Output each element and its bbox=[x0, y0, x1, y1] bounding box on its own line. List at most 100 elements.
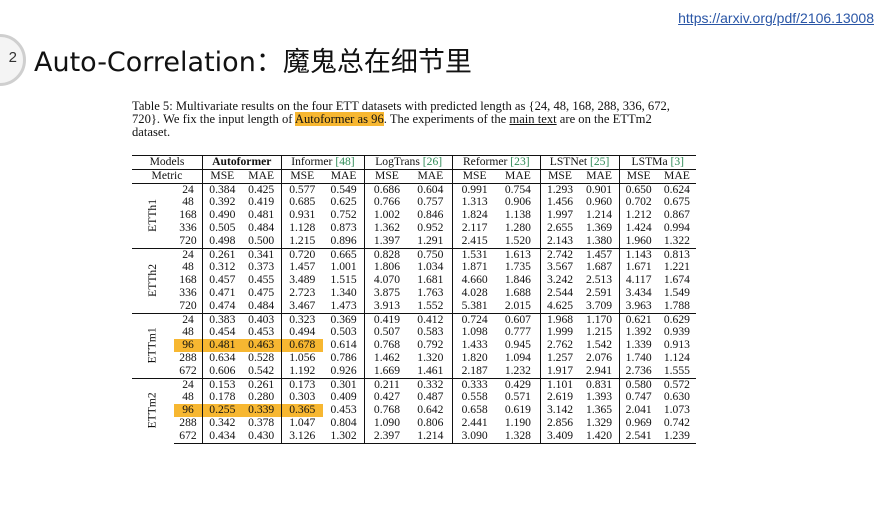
metric-value: 2.856 bbox=[546, 415, 574, 429]
metric-value: 3.090 bbox=[452, 429, 497, 444]
model-citation[interactable]: [23] bbox=[510, 155, 530, 168]
metric-value: 0.412 bbox=[408, 312, 454, 327]
pred-length: 48 bbox=[174, 326, 203, 340]
metric-value: 1.999 bbox=[546, 325, 574, 339]
table-row: 48 0.392 0.419 0.685 0.625 0.766 0.757 1.313 0.9… bbox=[132, 195, 696, 210]
metric-value: 0.604 bbox=[408, 182, 454, 197]
metric-value: 0.490 bbox=[209, 208, 236, 222]
metric-value: 1.393 bbox=[579, 391, 620, 405]
metric-value: 0.342 bbox=[209, 415, 236, 429]
metric-value: 4.028 bbox=[461, 285, 488, 299]
pred-length: 336 bbox=[174, 286, 203, 300]
model-citation[interactable]: [3] bbox=[670, 155, 685, 168]
metric-value: 1.531 bbox=[452, 247, 497, 262]
metric-value: 3.875 bbox=[373, 285, 400, 299]
dataset-name: ETTm1 bbox=[145, 327, 159, 364]
metric-value: 4.625 bbox=[546, 298, 574, 312]
model-citation[interactable]: [25] bbox=[590, 155, 610, 168]
metric-value: 3.467 bbox=[289, 298, 316, 312]
source-url-link[interactable]: https://arxiv.org/pdf/2106.13008 bbox=[678, 10, 874, 26]
metric-value: 1.291 bbox=[408, 234, 454, 249]
metric-value: 1.257 bbox=[546, 350, 574, 364]
metric-value: 0.484 bbox=[241, 221, 282, 235]
metric-value: 1.688 bbox=[496, 286, 541, 300]
metric-value: 0.614 bbox=[322, 338, 366, 352]
metric-value: 1.034 bbox=[408, 261, 454, 275]
metric-value: 1.098 bbox=[461, 325, 488, 339]
metric-value: 2.736 bbox=[625, 363, 652, 377]
metric-value: 0.494 bbox=[289, 325, 316, 339]
metric-value: 0.463 bbox=[241, 338, 282, 352]
model-citation[interactable]: [48] bbox=[335, 155, 355, 168]
model-name: LogTrans bbox=[375, 155, 423, 168]
dataset-label: ETTh2 bbox=[132, 247, 175, 314]
metric-value: 0.806 bbox=[408, 416, 454, 430]
metric-value: 0.474 bbox=[209, 298, 236, 312]
metric-value: 0.766 bbox=[373, 195, 400, 209]
metric-value: 0.896 bbox=[322, 234, 366, 249]
metric-value: 0.341 bbox=[241, 247, 282, 262]
metric-value: 0.339 bbox=[241, 403, 282, 417]
metric-value: 1.128 bbox=[289, 220, 316, 234]
metric-value: 1.669 bbox=[373, 363, 400, 377]
table-row: 48 0.312 0.373 1.457 1.001 1.806 1.034 1.871 1.7… bbox=[132, 260, 696, 275]
caption-text: are on the ETTm2 dataset. bbox=[132, 112, 652, 139]
table-row: 288 0.342 0.378 1.047 0.804 1.090 0.806 2.441 1.… bbox=[132, 415, 696, 430]
metric-value: 1.215 bbox=[579, 326, 620, 340]
metric-value: 2.941 bbox=[579, 364, 620, 379]
metric-value: 0.211 bbox=[364, 377, 409, 392]
model-citation[interactable]: [26] bbox=[422, 155, 443, 168]
pred-length: 24 bbox=[174, 377, 203, 392]
metric-value: 4.117 bbox=[625, 273, 652, 287]
metric-value: 1.806 bbox=[373, 260, 400, 274]
metric-value: 1.473 bbox=[322, 299, 366, 314]
metric-value: 1.520 bbox=[496, 234, 541, 249]
metric-value: 0.312 bbox=[209, 260, 236, 274]
metric-value: 0.630 bbox=[663, 390, 690, 404]
metric-value: 0.173 bbox=[281, 377, 323, 392]
metric-value: 1.214 bbox=[579, 208, 620, 222]
metric-value: 1.047 bbox=[289, 415, 316, 429]
metric-value: 0.724 bbox=[452, 312, 497, 327]
metric-label: MSE bbox=[452, 168, 497, 184]
metric-value: 1.328 bbox=[496, 429, 541, 444]
metric-value: 1.101 bbox=[540, 377, 580, 392]
metric-label: MAE bbox=[579, 168, 620, 184]
metric-label: MAE bbox=[322, 168, 366, 184]
metric-value: 1.212 bbox=[625, 208, 652, 222]
pred-length: 168 bbox=[174, 273, 203, 287]
metric-value: 0.455 bbox=[241, 273, 282, 287]
metric-value: 2.441 bbox=[461, 415, 488, 429]
metric-value: 1.221 bbox=[663, 260, 690, 274]
metric-value: 1.424 bbox=[625, 220, 652, 234]
metric-value: 1.549 bbox=[663, 285, 690, 299]
metric-value: 0.768 bbox=[373, 338, 400, 352]
metric-value: 1.968 bbox=[540, 312, 580, 327]
metric-label: MAE bbox=[408, 168, 454, 184]
metric-value: 0.419 bbox=[241, 196, 282, 210]
metric-label: MAE bbox=[657, 168, 696, 184]
metric-value: 1.871 bbox=[461, 260, 488, 274]
metric-value: 3.709 bbox=[579, 299, 620, 314]
table-row: 336 0.505 0.484 1.128 0.873 1.362 0.952 2.117 1.… bbox=[132, 220, 696, 235]
metric-value: 1.740 bbox=[625, 350, 652, 364]
model-name: Autoformer bbox=[212, 155, 272, 168]
metric-value: 0.409 bbox=[322, 391, 366, 405]
model-header: Autoformer bbox=[202, 155, 282, 170]
metric-value: 0.558 bbox=[461, 390, 488, 404]
metric-value: 0.926 bbox=[322, 364, 366, 379]
metric-header: Metric bbox=[132, 168, 203, 184]
metric-value: 1.214 bbox=[408, 429, 454, 444]
metric-value: 0.629 bbox=[657, 312, 696, 327]
metric-label: MAE bbox=[241, 168, 282, 184]
metric-value: 0.952 bbox=[408, 221, 454, 235]
metric-label: MSE bbox=[619, 168, 658, 184]
metric-value: 0.991 bbox=[452, 182, 497, 197]
metric-value: 1.124 bbox=[663, 350, 690, 364]
metric-value: 0.378 bbox=[241, 416, 282, 430]
metric-value: 1.433 bbox=[461, 338, 488, 352]
metric-value: 1.365 bbox=[579, 403, 620, 417]
caption-highlight: Autoformer as 96 bbox=[294, 112, 384, 126]
metric-value: 1.380 bbox=[579, 234, 620, 249]
metric-value: 1.917 bbox=[546, 363, 574, 377]
